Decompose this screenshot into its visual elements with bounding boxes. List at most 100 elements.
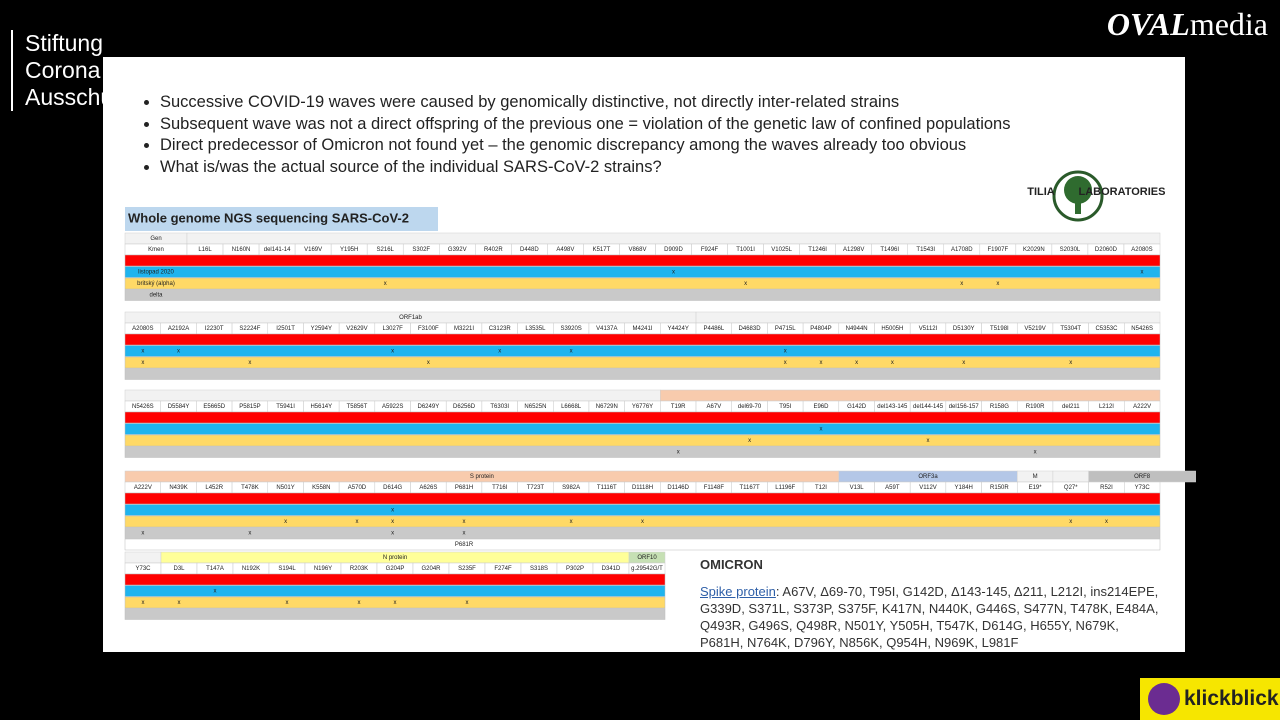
group-label: M — [1033, 474, 1038, 480]
mutation-header: del144-145 — [913, 404, 944, 410]
cell-mark: x — [427, 360, 430, 366]
bullet-list: Successive COVID-19 waves were caused by… — [135, 92, 1010, 179]
mutation-list: : A67V, Δ69-70, T95I, G142D, Δ143-145, Δ… — [700, 584, 1159, 650]
mutation-header: N6729N — [596, 404, 618, 410]
mutation-header: G392V — [448, 247, 467, 253]
strain-row — [124, 504, 1161, 516]
mutation-header: V2629V — [346, 326, 367, 332]
mutation-header: R203K — [350, 566, 368, 572]
mutation-header: E19* — [1029, 485, 1043, 491]
mutation-header: D5130Y — [953, 326, 975, 332]
strain-row — [124, 277, 1161, 290]
mutation-header: del156-157 — [949, 404, 980, 410]
mutation-header: K558N — [312, 485, 330, 491]
mutation-header: P302P — [566, 566, 584, 572]
strain-row — [124, 585, 666, 597]
cell-mark: x — [248, 360, 251, 366]
mutation-header: S302F — [412, 247, 430, 253]
omicron-box: OMICRON Spike protein: A67V, Δ69-70, T95… — [700, 556, 1165, 651]
mutation-header: F1907F — [987, 247, 1008, 253]
link[interactable]: Spike protein — [700, 584, 776, 599]
mutation-header: N4944N — [846, 326, 868, 332]
mutation-header: T1001I — [736, 247, 755, 253]
mutation-header: Y4424Y — [668, 326, 689, 332]
mutation-header: del141-14 — [264, 247, 291, 253]
mutation-header: T5304T — [1060, 326, 1081, 332]
cell-mark: x — [570, 349, 573, 355]
mutation-header: V5219V — [1024, 326, 1045, 332]
mutation-header: R150R — [990, 485, 1009, 491]
mutation-header: S3920S — [560, 326, 581, 332]
mutation-header: D614G — [383, 485, 402, 491]
strain-row — [124, 434, 1161, 447]
mutation-header: A59T — [885, 485, 900, 491]
cell-mark: x — [672, 270, 675, 276]
cell-mark: x — [391, 508, 394, 514]
mutation-header: D6249Y — [418, 404, 440, 410]
mutation-header: H5614Y — [310, 404, 332, 410]
strain-row — [124, 527, 1161, 539]
mutation-header: V169V — [304, 247, 322, 253]
mutation-header: Y73C — [1135, 485, 1151, 491]
strain-row — [124, 492, 1161, 505]
mutation-header: N5426S — [132, 404, 154, 410]
group-cell — [186, 232, 1161, 245]
mutation-header: L3535L — [525, 326, 546, 332]
mutation-header: T1116T — [597, 485, 617, 491]
mutation-header: D3L — [173, 566, 185, 572]
cell-mark: x — [355, 519, 358, 525]
lab-logo-tree — [1064, 176, 1092, 204]
mutation-header: S318S — [530, 566, 548, 572]
mutation-header: T1246I — [808, 247, 827, 253]
omicron-text: Spike protein: A67V, Δ69-70, T95I, G142D… — [700, 583, 1165, 651]
mutation-header: A498V — [556, 247, 574, 253]
mutation-header: Y2594Y — [311, 326, 332, 332]
cell-mark: x — [284, 519, 287, 525]
mutation-header: T95I — [779, 404, 791, 410]
group-cell — [660, 389, 1161, 402]
cell-mark: x — [358, 600, 361, 606]
mutation-header: D5584Y — [168, 404, 190, 410]
mutation-header: F1148F — [704, 485, 725, 491]
group-label: N protein — [383, 555, 407, 561]
cell-mark: x — [463, 531, 466, 537]
mutation-header: A67V — [707, 404, 722, 410]
cell-mark: x — [1034, 450, 1037, 456]
mutation-header: A1298V — [843, 247, 864, 253]
logo-part: media — [1189, 6, 1268, 42]
group-label: Gen — [150, 236, 161, 242]
strain-row — [124, 446, 1161, 458]
mutation-header: R158G — [990, 404, 1009, 410]
cell-mark: x — [391, 519, 394, 525]
cell-mark: x — [141, 360, 144, 366]
strain-row — [124, 356, 1161, 369]
bullet: Direct predecessor of Omicron not found … — [160, 135, 1010, 157]
mutation-header: M3221I — [454, 326, 474, 332]
mutation-header: A222V — [1133, 404, 1151, 410]
table-title: Whole genome NGS sequencing SARS-CoV-2 — [128, 210, 409, 225]
cell-mark: x — [141, 531, 144, 537]
mutation-header: D2060D — [1095, 247, 1118, 253]
mutation-header: S982A — [562, 485, 580, 491]
mutation-header: S235F — [458, 566, 476, 572]
mutation-header: del143-145 — [877, 404, 908, 410]
mutation-header: R402R — [484, 247, 503, 253]
group-cell — [124, 389, 661, 402]
mutation-header: A2080S — [132, 326, 153, 332]
mutation-header: F274F — [494, 566, 512, 572]
cell-mark: x — [384, 281, 387, 287]
bullet: What is/was the actual source of the ind… — [160, 157, 1010, 179]
strain-row — [124, 538, 1161, 551]
mutation-header: I2230T — [205, 326, 224, 332]
mutation-header: C3123R — [489, 326, 512, 332]
strain-row — [124, 515, 1161, 528]
sponsor-badge: klickblick — [1140, 678, 1280, 720]
mutation-header: T723T — [527, 485, 545, 491]
strain-row — [124, 596, 666, 609]
cell-mark: x — [177, 349, 180, 355]
mutation-header: T12I — [815, 485, 827, 491]
mutation-header: V13L — [850, 485, 865, 491]
mutation-header: del211 — [1062, 404, 1080, 410]
